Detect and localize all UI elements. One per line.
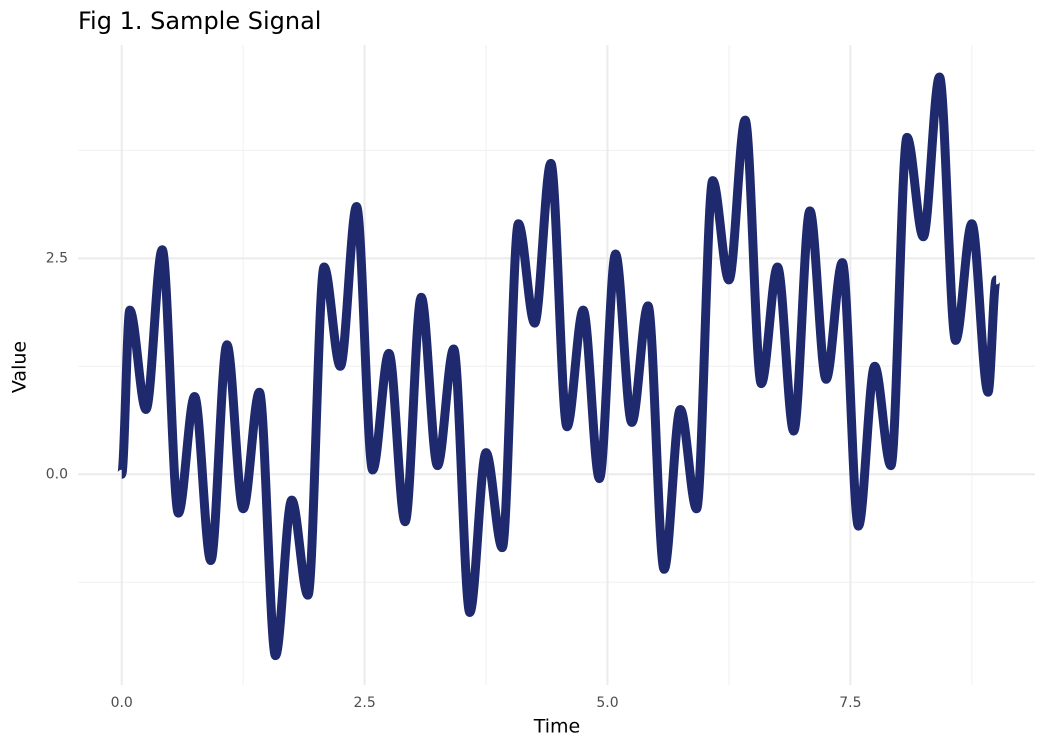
y-tick-label: 2.5 (46, 250, 68, 266)
x-tick-label: 5.0 (596, 695, 618, 711)
x-tick-label: 7.5 (839, 695, 861, 711)
x-tick-label: 2.5 (353, 695, 375, 711)
chart-title: Fig 1. Sample Signal (78, 7, 321, 35)
line (117, 72, 1001, 661)
y-tick-label: 0.0 (46, 466, 68, 482)
plot (117, 72, 1001, 661)
y-axis-label: Value (9, 341, 31, 393)
x-tick-label: 0.0 (111, 695, 133, 711)
x-axis-label: Time (533, 716, 581, 738)
